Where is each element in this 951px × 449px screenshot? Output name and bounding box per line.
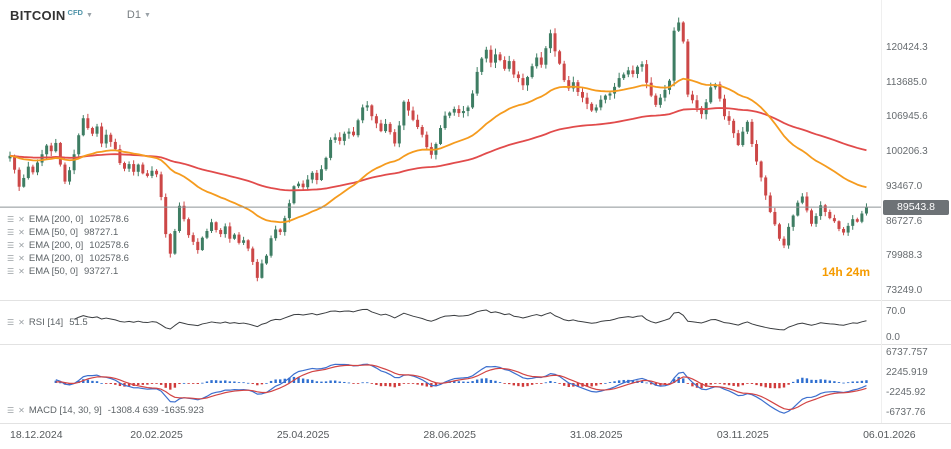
timeframe-dropdown-chevron-icon: ▼	[143, 12, 151, 19]
macd-histogram	[54, 376, 868, 390]
indicator-legend-ema-5: ☰ ✕ EMA [50, 0] 93727.1	[7, 266, 119, 277]
indicator-settings-icon[interactable]: ☰	[7, 317, 15, 327]
indicator-legend-macd: ☰ ✕ MACD [14, 30, 9] -1308.4 639 -1635.9…	[7, 405, 204, 416]
symbol-dropdown-chevron-icon[interactable]: ▼	[85, 12, 93, 19]
macd-signal-line	[55, 364, 867, 411]
time-axis-label: 25.04.2025	[276, 429, 330, 441]
time-axis-label: 18.12.2024	[10, 429, 63, 441]
indicator-settings-icon[interactable]: ☰	[7, 253, 15, 263]
indicator-legend-ema-4: ☰ ✕ EMA [200, 0] 102578.6	[7, 253, 129, 264]
macd-axis-label: -2245.92	[886, 387, 926, 399]
price-axis[interactable]: 120424.3 113685.0 106945.6 100206.3 93467.0 8…	[886, 0, 951, 449]
ema-200-line	[9, 107, 867, 192]
time-axis-label: 20.02.2025	[130, 429, 183, 441]
indicator-remove-icon[interactable]: ✕	[18, 214, 25, 224]
macd-axis-label: 6737.757	[886, 346, 928, 358]
indicator-settings-icon[interactable]: ☰	[7, 405, 15, 415]
indicator-settings-icon[interactable]: ☰	[7, 240, 15, 250]
ema-50-line	[9, 77, 867, 224]
price-axis-label: 106945.6	[886, 111, 928, 123]
indicator-legend-ema-1: ☰ ✕ EMA [200, 0] 102578.6	[7, 214, 129, 225]
price-axis-label: 113685.0	[886, 76, 927, 88]
indicator-legend-ema-3: ☰ ✕ EMA [200, 0] 102578.6	[7, 240, 129, 251]
price-axis-label: 120424.3	[886, 42, 928, 54]
indicator-legend-rsi: ☰ ✕ RSI [14] 51.5	[7, 317, 88, 328]
symbol-name: BITCOIN	[10, 8, 66, 23]
indicator-settings-icon[interactable]: ☰	[7, 266, 15, 276]
candle-countdown: 14h 24m	[822, 265, 871, 279]
indicator-remove-icon[interactable]: ✕	[18, 317, 25, 327]
indicator-remove-icon[interactable]: ✕	[18, 405, 25, 415]
time-axis-label: 28.06.2025	[423, 429, 476, 441]
time-axis-label: 31.08.2025	[569, 429, 623, 441]
price-axis-label: 100206.3	[886, 146, 928, 158]
indicator-remove-icon[interactable]: ✕	[18, 227, 25, 237]
time-axis-label: 03.11.2025	[716, 429, 769, 441]
chart-header: BITCOIN CFD ▼ D1 ▼	[10, 8, 151, 23]
macd-axis-label: 2245.919	[886, 366, 928, 378]
indicator-remove-icon[interactable]: ✕	[18, 253, 25, 263]
timeframe-label: D1	[126, 9, 141, 21]
rsi-axis-label: 70.0	[886, 306, 906, 318]
indicator-legend-ema-2: ☰ ✕ EMA [50, 0] 98727.1	[7, 227, 119, 238]
rsi-axis-label: 0.0	[886, 332, 900, 343]
macd-axis-label: -6737.76	[886, 407, 926, 419]
indicator-remove-icon[interactable]: ✕	[18, 266, 25, 276]
time-axis[interactable]: 18.12.2024 20.02.2025 25.04.2025 28.06.2025…	[0, 426, 951, 446]
indicator-settings-icon[interactable]: ☰	[7, 227, 15, 237]
instrument-type-label: CFD	[67, 8, 83, 17]
price-axis-label: 73249.0	[886, 284, 923, 296]
timeframe-selector[interactable]: D1 ▼	[126, 8, 151, 21]
price-axis-label: 93467.0	[886, 180, 923, 192]
current-price-badge: 89543.8	[883, 199, 949, 215]
indicator-settings-icon[interactable]: ☰	[7, 214, 15, 224]
price-axis-label: 79988.3	[886, 250, 923, 262]
rsi-line	[73, 308, 867, 331]
time-axis-label: 06.01.2026	[863, 429, 916, 441]
price-axis-label: 86727.6	[886, 215, 923, 227]
indicator-remove-icon[interactable]: ✕	[18, 240, 25, 250]
